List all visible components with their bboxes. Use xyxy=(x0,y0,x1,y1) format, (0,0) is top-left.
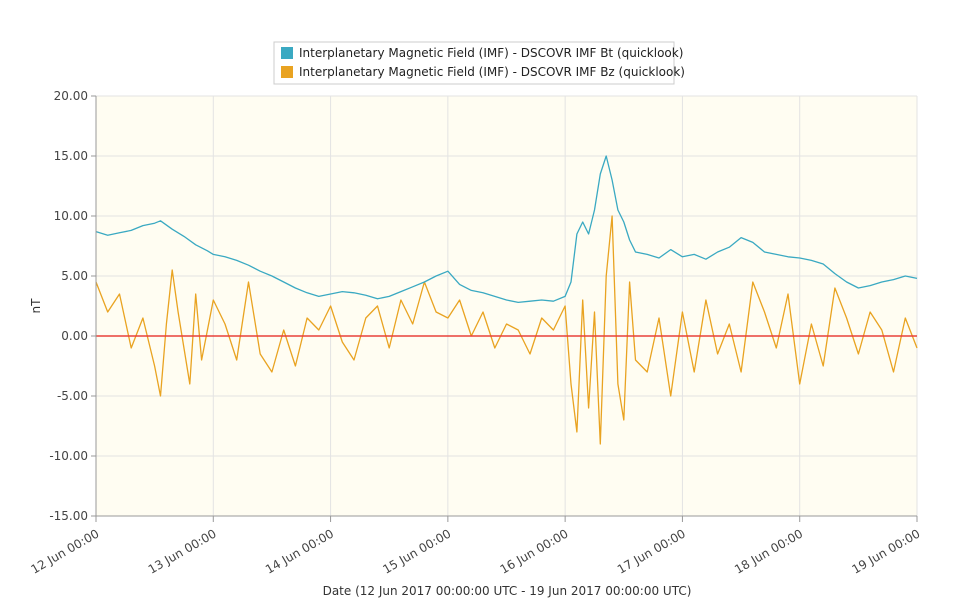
x-axis-ticks: 12 Jun 00:00 13 Jun 00:00 14 Jun 00:00 15 J… xyxy=(28,516,923,577)
x-tick-label: 17 Jun 00:00 xyxy=(615,526,688,576)
x-tick-label: 19 Jun 00:00 xyxy=(849,526,922,576)
x-tick-label: 15 Jun 00:00 xyxy=(380,526,453,576)
y-tick-label: -15.00 xyxy=(49,509,88,523)
x-tick-label: 14 Jun 00:00 xyxy=(263,526,336,576)
y-tick-label: 15.00 xyxy=(54,149,88,163)
y-tick-label: 5.00 xyxy=(61,269,88,283)
x-tick-label: 18 Jun 00:00 xyxy=(732,526,805,576)
y-tick-label: -5.00 xyxy=(57,389,88,403)
legend-label-bz[interactable]: Interplanetary Magnetic Field (IMF) - DS… xyxy=(299,65,685,79)
legend: Interplanetary Magnetic Field (IMF) - DS… xyxy=(273,41,685,85)
y-tick-label: 10.00 xyxy=(54,209,88,223)
y-axis-ticks: -15.00 -10.00 -5.00 0.00 5.00 10.00 15.00 20.00 xyxy=(49,89,96,523)
x-tick-label: 16 Jun 00:00 xyxy=(498,526,571,576)
y-tick-label: 20.00 xyxy=(54,89,88,103)
y-tick-label: -10.00 xyxy=(49,449,88,463)
legend-swatch-bt[interactable] xyxy=(281,47,293,59)
y-tick-label: 0.00 xyxy=(61,329,88,343)
series-line-bz xyxy=(95,215,918,445)
y-axis-title: nT xyxy=(29,298,43,314)
x-tick-label: 13 Jun 00:00 xyxy=(146,526,219,576)
series-line-bt xyxy=(95,155,918,304)
plot-area xyxy=(96,96,917,516)
x-axis-title: Date (12 Jun 2017 00:00:00 UTC - 19 Jun … xyxy=(323,584,692,598)
x-tick-label: 12 Jun 00:00 xyxy=(28,526,101,576)
legend-label-bt[interactable]: Interplanetary Magnetic Field (IMF) - DS… xyxy=(299,46,683,60)
legend-box xyxy=(273,41,675,85)
legend-swatch-bz[interactable] xyxy=(281,66,293,78)
series-layer xyxy=(95,155,918,445)
